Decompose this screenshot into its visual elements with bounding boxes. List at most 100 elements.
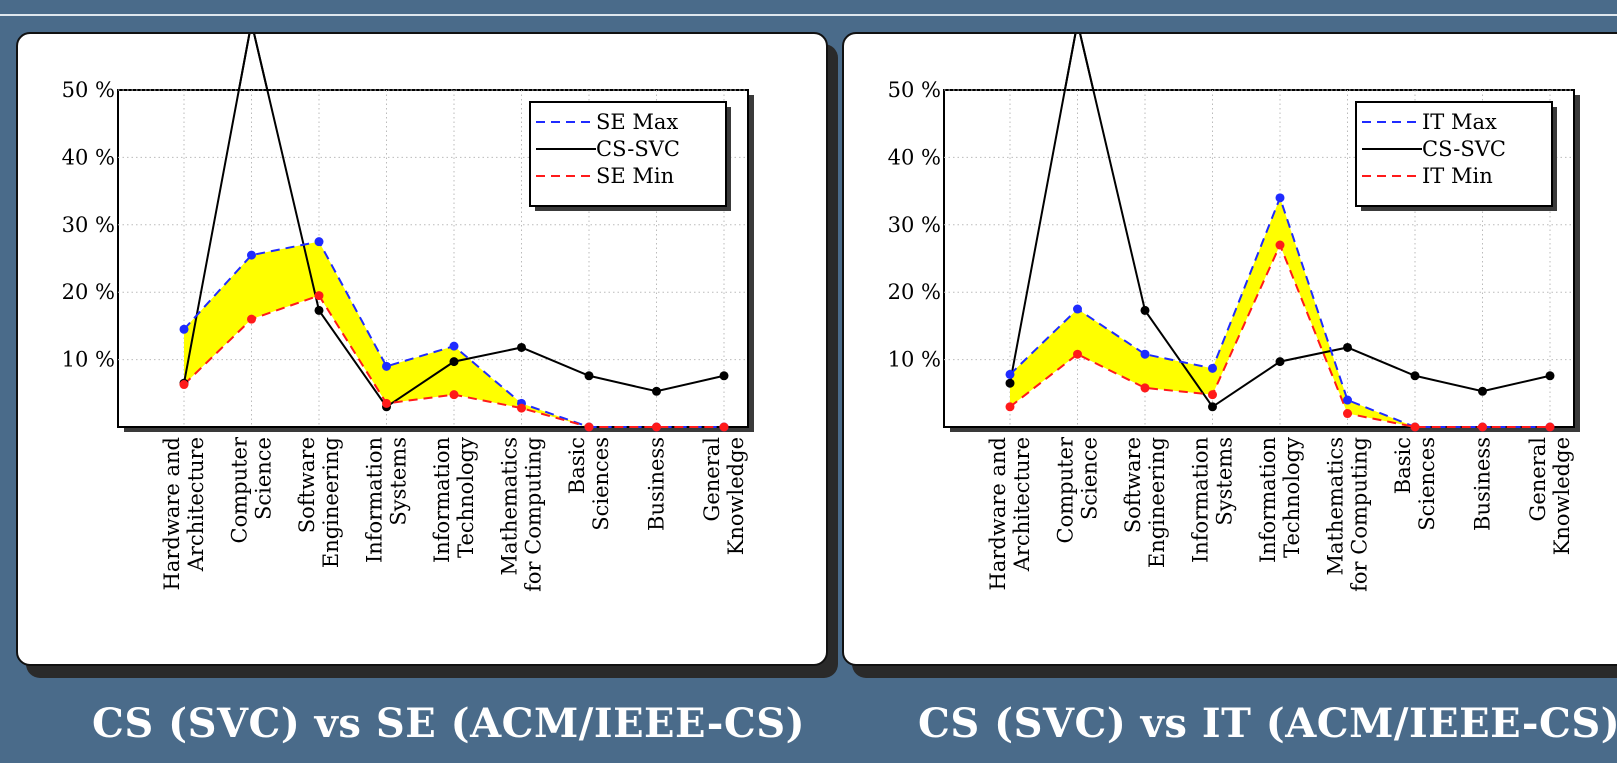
x-tick-label: General Knowledge: [1526, 437, 1574, 556]
data-point: [1208, 363, 1217, 373]
x-tick-label-line: Software: [1121, 437, 1145, 533]
data-point: [247, 314, 256, 324]
y-tick-label: 50 %: [62, 78, 115, 102]
y-tick-label: 30 %: [888, 213, 941, 237]
data-point: [1343, 409, 1352, 419]
x-tick-label-line: Basic: [565, 437, 589, 494]
x-tick-label: Information Technology: [1256, 437, 1304, 563]
x-tick-label-line: Science: [252, 437, 276, 520]
data-point: [652, 422, 661, 432]
data-point: [719, 371, 729, 381]
x-tick-label: Information Systems: [363, 437, 411, 563]
x-tick-label-line: Technology: [1280, 437, 1304, 558]
y-tick-label: 50 %: [888, 78, 941, 102]
data-point: [584, 371, 594, 381]
chart-svg-it: 10 % 20 % 30 % 40 % 50 % Hardware and Architec…: [888, 34, 1580, 592]
x-tick-label-line: Information: [1256, 437, 1280, 563]
data-point: [1005, 378, 1015, 388]
x-tick-label-line: Technology: [454, 437, 478, 558]
x-tick-label-line: General: [1526, 437, 1550, 522]
data-point: [584, 422, 594, 432]
data-point: [719, 422, 729, 432]
x-tick-label: Basic Sciences: [1391, 437, 1439, 531]
x-tick-label: Hardware and Architecture: [986, 437, 1034, 590]
data-point: [382, 361, 391, 371]
chart-title-se: CS (SVC) vs SE (ACM/IEEE-CS): [92, 700, 806, 747]
y-tick-label: 10 %: [62, 348, 115, 372]
top-rule: [0, 14, 1617, 16]
y-tick-label: 20 %: [62, 280, 115, 304]
y-tick-label: 40 %: [62, 145, 115, 169]
data-point: [449, 357, 459, 367]
x-tick-label-line: Architecture: [1010, 437, 1034, 572]
data-point: [1478, 422, 1487, 432]
y-tick-label: 40 %: [888, 145, 941, 169]
x-tick-label-line: Hardware and: [986, 437, 1010, 590]
x-tick-label-line: Business: [645, 437, 669, 531]
y-tick-label: 20 %: [888, 280, 941, 304]
fill-between-area: [1010, 197, 1550, 427]
x-tick-label: Mathematics for Computing: [498, 437, 546, 592]
x-tick-label: General Knowledge: [700, 437, 748, 556]
data-point: [517, 403, 526, 413]
x-tick-label: Business: [1471, 437, 1495, 531]
y-tick-label: 30 %: [62, 213, 115, 237]
x-tick-label-line: Information: [363, 437, 387, 563]
data-point: [314, 305, 324, 315]
data-point: [1343, 342, 1352, 352]
x-tick-label: Business: [645, 437, 669, 531]
fill-between-area: [184, 241, 724, 427]
x-tick-label-line: Systems: [387, 437, 411, 526]
data-point: [449, 341, 459, 351]
x-tick-label: Software Engineering: [295, 437, 343, 568]
x-tick-label-line: Hardware and: [160, 437, 184, 590]
y-tick-label: 10 %: [888, 348, 941, 372]
data-point: [1073, 304, 1082, 314]
x-tick-label-line: Engineering: [1145, 437, 1169, 568]
data-point: [1005, 369, 1015, 379]
data-point: [179, 380, 189, 390]
data-point: [1545, 371, 1555, 381]
data-point: [1140, 305, 1150, 315]
x-tick-label-line: Mathematics: [1324, 437, 1348, 576]
x-tick-label: Basic Sciences: [565, 437, 613, 531]
data-point: [179, 324, 189, 334]
chart-title-it: CS (SVC) vs IT (ACM/IEEE-CS): [918, 700, 1617, 747]
data-point: [1275, 193, 1285, 203]
data-point: [1478, 386, 1487, 396]
legend-label: IT Max: [1422, 110, 1497, 134]
legend: [1355, 101, 1553, 207]
x-tick-label-line: Engineering: [319, 437, 343, 568]
data-point: [652, 386, 661, 396]
x-tick-label-line: Basic: [1391, 437, 1415, 494]
data-point: [1275, 240, 1285, 250]
data-point: [1208, 402, 1217, 412]
chart-panel-it: 10 % 20 % 30 % 40 % 50 % Hardware and Architec…: [842, 32, 1617, 666]
x-tick-label: Software Engineering: [1121, 437, 1169, 568]
x-tick-label-line: Architecture: [184, 437, 208, 572]
x-tick-label-line: Information: [430, 437, 454, 563]
x-tick-label-line: Knowledge: [724, 437, 748, 555]
chart-panel-se: 10 % 20 % 30 % 40 % 50 % Hardware and Architec…: [16, 32, 828, 666]
legend-label: IT Min: [1422, 164, 1493, 188]
data-point: [1005, 402, 1015, 412]
plot-area: [1005, 34, 1555, 432]
x-tick-label-line: Sciences: [1415, 437, 1439, 531]
x-tick-label: Information Systems: [1189, 437, 1237, 563]
data-point: [1140, 349, 1150, 359]
data-point: [1140, 383, 1150, 393]
x-tick-label-line: Software: [295, 437, 319, 533]
data-point: [1275, 357, 1285, 367]
data-point: [1410, 422, 1420, 432]
x-tick-label: Information Technology: [430, 437, 478, 563]
legend-label: CS-SVC: [596, 137, 680, 161]
x-tick-label-line: Knowledge: [1550, 437, 1574, 555]
x-tick-label-line: for Computing: [522, 437, 546, 592]
data-point: [1545, 422, 1555, 432]
x-tick-label-line: Computer: [1054, 436, 1078, 543]
x-tick-label: Mathematics for Computing: [1324, 437, 1372, 592]
data-point: [1410, 371, 1420, 381]
x-tick-label: Hardware and Architecture: [160, 437, 208, 590]
data-point: [382, 398, 391, 408]
data-point: [314, 237, 324, 247]
